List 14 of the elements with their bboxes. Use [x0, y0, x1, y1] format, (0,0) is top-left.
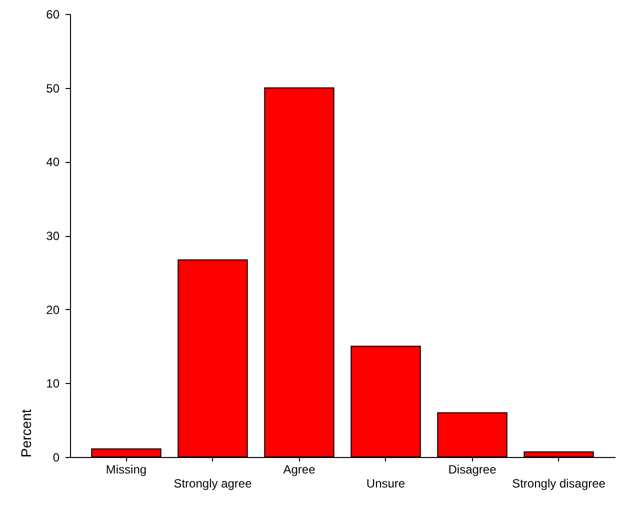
y-tick-label: 40 — [46, 155, 60, 170]
y-tick-label: 50 — [46, 81, 60, 96]
y-tick-label: 10 — [46, 376, 60, 391]
x-tick-label: Agree — [283, 462, 316, 476]
y-tick-label: 30 — [46, 229, 60, 243]
x-tick-label: Strongly agree — [174, 476, 252, 490]
y-tick-label: 20 — [46, 302, 60, 317]
y-tick-label: 60 — [46, 8, 60, 22]
x-tick-label: Missing — [106, 462, 147, 476]
x-tick-label: Disagree — [448, 462, 497, 476]
y-tick-label: 0 — [52, 450, 60, 464]
y-axis-title: Percent — [18, 409, 34, 458]
x-tick-label: Unsure — [366, 476, 406, 490]
x-tick-label: Strongly disagree — [512, 476, 606, 490]
